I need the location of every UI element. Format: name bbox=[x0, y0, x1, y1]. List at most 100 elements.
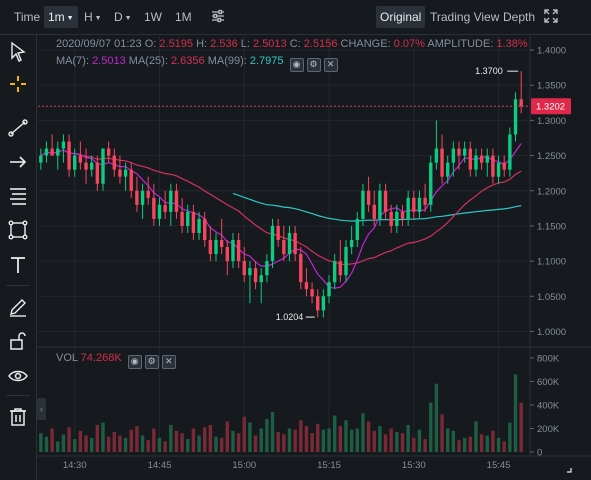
candle-body bbox=[434, 148, 439, 163]
volume-bar bbox=[316, 423, 320, 452]
candle-body bbox=[203, 218, 207, 240]
candle-body bbox=[355, 218, 359, 240]
chevron-down-icon: ▼ bbox=[94, 15, 102, 22]
fib-lines-icon[interactable] bbox=[6, 184, 30, 208]
candle-body bbox=[163, 204, 167, 212]
volume-bar bbox=[451, 430, 456, 452]
y-tick-label: 1.2000 bbox=[537, 186, 566, 197]
volume-bar bbox=[225, 421, 230, 452]
ma99-label: MA(99): bbox=[207, 55, 247, 67]
x-tick-label: 15:00 bbox=[232, 460, 256, 471]
vol-close-icon[interactable]: ✕ bbox=[161, 355, 176, 369]
candle-body bbox=[231, 240, 235, 262]
volume-bar bbox=[479, 434, 484, 452]
interval-day-dropdown[interactable]: D ▼ bbox=[114, 10, 132, 24]
ma-close-icon[interactable]: ✕ bbox=[323, 58, 338, 72]
volume-bar bbox=[180, 433, 184, 452]
volume-bar bbox=[169, 424, 173, 452]
rectangle-icon[interactable] bbox=[6, 218, 30, 242]
lock-icon[interactable] bbox=[6, 329, 30, 353]
candle-body bbox=[169, 190, 173, 212]
candle-body bbox=[457, 148, 461, 156]
interval-1m-dropdown[interactable]: 1m ▼ bbox=[44, 6, 78, 28]
view-tradingview-tab[interactable]: Trading View bbox=[430, 10, 500, 24]
volume-bar bbox=[389, 428, 393, 452]
ma7-value: 2.5013 bbox=[92, 55, 126, 67]
ma-settings-gear-icon[interactable]: ⚙ bbox=[306, 58, 321, 72]
x-tick-label: 14:45 bbox=[148, 460, 172, 471]
candle-body bbox=[50, 148, 54, 156]
candle-body bbox=[225, 247, 230, 262]
y-tick-label: 1.3000 bbox=[537, 116, 566, 127]
cursor-icon[interactable] bbox=[6, 40, 30, 64]
volume-bar bbox=[84, 435, 88, 452]
vol-tick-label: 200K bbox=[537, 424, 560, 435]
low-marker-label: 1.0204 bbox=[276, 312, 304, 322]
pencil-icon[interactable] bbox=[6, 295, 30, 319]
y-tick-label: 1.1500 bbox=[537, 221, 566, 232]
y-tick-label: 1.0000 bbox=[537, 327, 566, 338]
candle-body bbox=[84, 162, 88, 170]
y-tick-label: 1.0500 bbox=[537, 292, 566, 303]
volume-bar bbox=[457, 440, 461, 452]
sliders-icon[interactable] bbox=[207, 6, 229, 28]
volume-bar bbox=[73, 439, 77, 452]
amplitude-value: 1.38% bbox=[496, 38, 528, 50]
vol-tick-label: 400K bbox=[537, 400, 560, 411]
ma7-label: MA(7): bbox=[56, 55, 89, 67]
text-icon[interactable] bbox=[6, 253, 30, 277]
volume-bar bbox=[214, 436, 218, 452]
candle-body bbox=[44, 148, 49, 156]
volume-bar bbox=[259, 428, 263, 452]
volume-bar bbox=[270, 412, 275, 452]
volume-bar bbox=[78, 430, 83, 452]
vol-settings-gear-icon[interactable]: ⚙ bbox=[144, 355, 159, 369]
volume-bar bbox=[429, 402, 433, 452]
volume-bar bbox=[282, 434, 286, 452]
candle-body bbox=[219, 240, 224, 248]
interval-1w-button[interactable]: 1W bbox=[144, 10, 162, 24]
toolbar-divider bbox=[6, 395, 30, 396]
volume-bar bbox=[434, 383, 439, 452]
candle-body bbox=[180, 211, 184, 226]
view-original-tab[interactable]: Original bbox=[376, 6, 426, 28]
candle-body bbox=[383, 190, 388, 212]
volume-bar bbox=[310, 433, 314, 452]
volume-bar bbox=[412, 437, 416, 452]
volume-bar bbox=[378, 426, 382, 452]
arrow-line-icon[interactable] bbox=[6, 150, 30, 174]
volume-bar bbox=[174, 430, 179, 452]
candle-body bbox=[39, 155, 43, 163]
volume-bar bbox=[106, 436, 111, 452]
trash-icon[interactable] bbox=[6, 405, 30, 429]
view-depth-tab[interactable]: Depth bbox=[503, 10, 536, 24]
volume-bar bbox=[474, 421, 478, 452]
candle-body bbox=[304, 282, 309, 290]
crosshair-icon[interactable] bbox=[6, 72, 30, 96]
candle-body bbox=[440, 148, 444, 177]
x-tick-label: 15:30 bbox=[402, 460, 426, 471]
chevron-down-icon: ▼ bbox=[124, 15, 132, 22]
volume-bar bbox=[248, 422, 252, 452]
fullscreen-icon[interactable] bbox=[540, 6, 562, 28]
interval-hour-dropdown[interactable]: H ▼ bbox=[84, 10, 102, 24]
eye-icon[interactable] bbox=[6, 364, 30, 388]
toolbar-collapse-button[interactable]: ‹ bbox=[37, 398, 46, 420]
candle-body bbox=[265, 261, 269, 276]
ma25-value: 2.6356 bbox=[170, 55, 205, 67]
volume-bar bbox=[50, 428, 54, 452]
vol-visibility-eye-icon[interactable]: ◉ bbox=[127, 355, 142, 369]
ma-visibility-eye-icon[interactable]: ◉ bbox=[289, 58, 304, 72]
volume-bar bbox=[236, 433, 241, 452]
chevron-down-icon: ▼ bbox=[66, 15, 74, 22]
volume-bar bbox=[287, 428, 292, 452]
candle-body bbox=[101, 148, 105, 184]
candle-body bbox=[310, 289, 314, 297]
candle-body bbox=[446, 162, 450, 177]
candle-body bbox=[366, 190, 371, 205]
candle-body bbox=[519, 99, 523, 107]
candle-body bbox=[61, 141, 66, 149]
candle-body bbox=[197, 218, 201, 233]
interval-1m-month-button[interactable]: 1M bbox=[175, 10, 192, 24]
